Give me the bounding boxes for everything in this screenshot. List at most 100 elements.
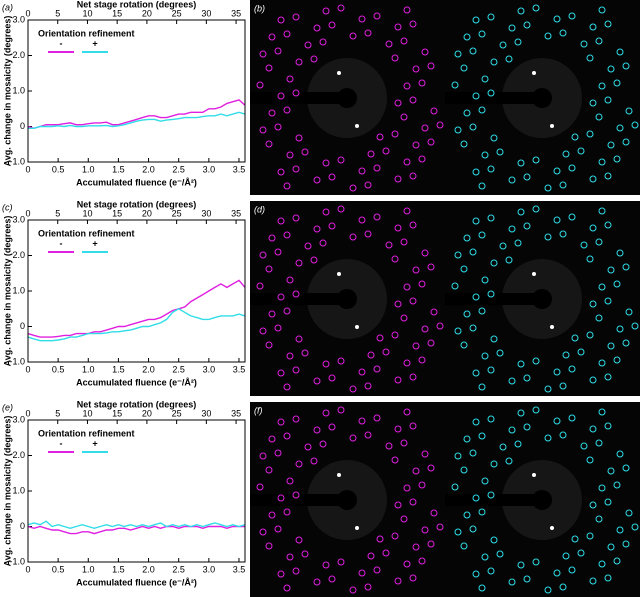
predicted-spot	[409, 96, 417, 104]
predicted-spot	[283, 432, 291, 440]
beam-stop-arm	[250, 92, 347, 104]
predicted-spot	[391, 54, 399, 62]
y-tick-label: 0	[20, 521, 25, 531]
predicted-spot	[385, 442, 393, 450]
predicted-spot	[532, 205, 540, 213]
beam-stop-arm	[250, 494, 347, 506]
predicted-spot	[559, 583, 567, 591]
predicted-spot	[517, 7, 525, 15]
predicted-spot	[460, 140, 468, 148]
predicted-spot	[604, 498, 612, 506]
legend-label: +	[92, 238, 97, 248]
legend-label: +	[92, 438, 97, 448]
legend-label: -	[60, 38, 63, 48]
predicted-spot	[472, 16, 480, 24]
predicted-spot	[472, 293, 480, 301]
predicted-spot	[277, 16, 285, 24]
predicted-spot	[589, 300, 597, 308]
predicted-spot	[394, 175, 402, 183]
predicted-spot	[469, 123, 477, 131]
predicted-spot	[586, 54, 594, 62]
predicted-spot	[265, 140, 273, 148]
predicted-spot	[598, 484, 606, 492]
predicted-spot	[568, 365, 576, 373]
predicted-spot	[394, 501, 402, 509]
predicted-spot	[454, 50, 462, 58]
beam-stop-arm	[445, 494, 542, 506]
predicted-spot	[490, 335, 498, 343]
predicted-spot	[586, 456, 594, 464]
legend-label: -	[60, 438, 63, 448]
predicted-spot	[523, 374, 531, 382]
predicted-spot	[589, 425, 597, 433]
x-tick-label: 0.5	[52, 364, 65, 374]
predicted-spot	[409, 574, 417, 582]
data-line	[27, 307, 246, 342]
y-tick-label: 3.0	[12, 414, 25, 424]
predicted-spot	[412, 342, 420, 350]
predicted-spot	[622, 540, 630, 548]
predicted-spot	[559, 29, 567, 37]
predicted-spot	[391, 331, 399, 339]
predicted-spot	[604, 96, 612, 104]
predicted-spot	[382, 147, 390, 155]
predicted-spot	[412, 65, 420, 73]
predicted-spot	[337, 205, 345, 213]
predicted-spot	[259, 251, 267, 259]
predicted-spot	[472, 570, 480, 578]
predicted-spot	[427, 263, 435, 271]
predicted-spot	[532, 558, 540, 566]
predicted-spot	[580, 241, 588, 249]
predicted-spot	[400, 314, 408, 322]
predicted-spot	[625, 308, 633, 316]
predicted-spot	[421, 325, 429, 333]
predicted-spot	[604, 20, 612, 28]
predicted-spot	[586, 331, 594, 339]
predicted-spot	[373, 12, 381, 20]
predicted-spot	[631, 121, 639, 129]
x-tick-label: 2.5	[172, 564, 185, 574]
predicted-spot	[382, 348, 390, 356]
x-tick-label: 0	[25, 164, 30, 174]
predicted-spot	[523, 575, 531, 583]
predicted-spot	[559, 230, 567, 238]
predicted-spot	[544, 434, 552, 442]
predicted-spot	[523, 21, 531, 29]
bright-spot	[532, 272, 536, 276]
predicted-spot	[409, 221, 417, 229]
predicted-spot	[391, 130, 399, 138]
predicted-spot	[496, 550, 504, 558]
x2-tick-label: 30	[201, 8, 211, 18]
predicted-spot	[277, 494, 285, 502]
predicted-spot	[403, 484, 411, 492]
beam-stop	[532, 490, 552, 510]
y-axis-title: Avg. change in mosaicity (degrees)	[2, 416, 12, 567]
legend-label: -	[60, 238, 63, 248]
plot-frame	[27, 19, 246, 163]
predicted-spot	[490, 536, 498, 544]
predicted-spot	[562, 351, 570, 359]
predicted-spot	[418, 280, 426, 288]
predicted-spot	[322, 159, 330, 167]
predicted-spot	[304, 242, 312, 250]
predicted-spot	[472, 168, 480, 176]
x-axis-title: Accumulated fluence (e⁻/Å²)	[76, 577, 197, 587]
predicted-spot	[595, 439, 603, 447]
predicted-spot	[277, 369, 285, 377]
beam-stop	[337, 490, 357, 510]
predicted-spot	[364, 431, 372, 439]
predicted-spot	[322, 360, 330, 368]
predicted-spot	[478, 182, 486, 190]
predicted-spot	[436, 523, 444, 531]
beam-stop-arm	[445, 92, 542, 104]
predicted-spot	[463, 234, 471, 242]
data-line	[27, 99, 246, 130]
y-tick-label: 2.0	[12, 450, 25, 460]
predicted-spot	[562, 552, 570, 560]
predicted-spot	[304, 41, 312, 49]
x2-tick-label: 25	[172, 8, 182, 18]
predicted-spot	[559, 382, 567, 390]
panel-label: (c)	[2, 202, 13, 212]
predicted-spot	[286, 477, 294, 485]
predicted-spot	[295, 536, 303, 544]
